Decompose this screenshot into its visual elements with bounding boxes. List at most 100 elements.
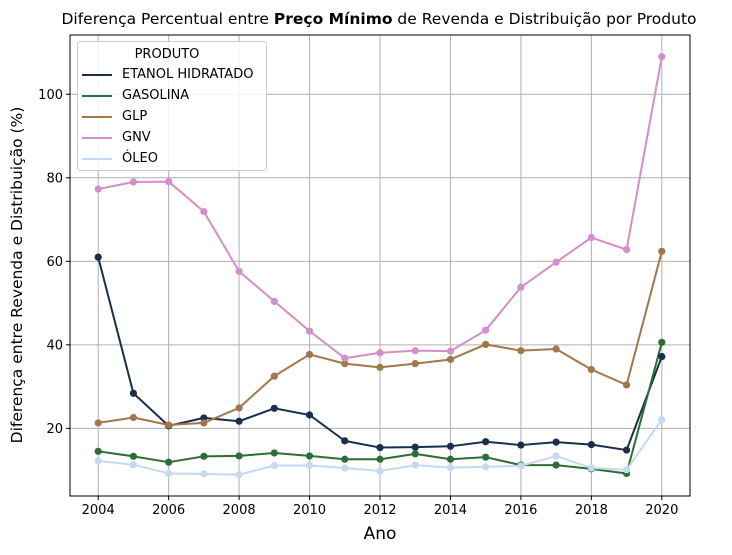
data-point-oleo — [270, 461, 278, 470]
data-point-gasolina — [235, 452, 243, 460]
data-point-oleo — [235, 471, 243, 479]
data-point-gnv — [200, 208, 208, 216]
y-tick-label: 40 — [46, 338, 63, 353]
legend-swatch — [82, 73, 112, 76]
data-point-oleo — [200, 470, 208, 478]
data-point-etanol-hidratado — [305, 411, 314, 419]
data-point-oleo — [622, 466, 631, 474]
y-axis-ticks: 20 40 60 80 100 — [38, 88, 70, 437]
data-point-gasolina — [270, 449, 278, 457]
data-point-gasolina — [376, 455, 384, 463]
data-point-glp — [587, 365, 595, 374]
data-point-etanol-hidratado — [411, 443, 419, 451]
data-point-glp — [129, 413, 138, 422]
legend-swatch — [82, 136, 112, 139]
data-point-oleo — [658, 415, 666, 424]
x-tick-label: 2018 — [575, 503, 608, 518]
legend-items: ETANOL HIDRATADO GASOLINA GLP GNV ÓLEO — [78, 64, 266, 169]
y-tick-label: 80 — [46, 171, 63, 186]
legend-label: ETANOL HIDRATADO — [122, 67, 254, 82]
x-tick-label: 2010 — [293, 503, 326, 518]
data-point-etanol-hidratado — [482, 438, 490, 446]
data-point-glp — [305, 350, 314, 359]
x-tick-label: 2004 — [82, 503, 115, 518]
grid — [70, 35, 690, 496]
data-point-glp — [235, 404, 243, 412]
data-point-glp — [446, 355, 455, 364]
data-point-glp — [94, 419, 102, 427]
legend: PRODUTO ETANOL HIDRATADO GASOLINA GLP GNV ÓL… — [77, 41, 267, 171]
x-tick-label: 2012 — [363, 503, 396, 518]
legend-item-gnv: GNV — [78, 127, 266, 148]
legend-item-oleo: ÓLEO — [78, 148, 266, 169]
data-point-gasolina — [129, 452, 138, 460]
legend-swatch — [82, 157, 112, 160]
data-point-etanol-hidratado — [270, 404, 278, 412]
data-point-glp — [411, 360, 419, 368]
x-tick-label: 2006 — [152, 503, 185, 518]
x-tick-label: 2020 — [645, 503, 678, 518]
data-point-etanol-hidratado — [341, 437, 349, 445]
data-point-gnv — [552, 258, 560, 266]
legend-swatch — [82, 115, 112, 118]
legend-label: GLP — [122, 109, 148, 124]
data-point-gnv — [376, 349, 384, 357]
data-point-glp — [658, 247, 666, 255]
data-point-oleo — [411, 461, 419, 469]
y-axis-label: Diferença entre Revenda e Distribuição (… — [8, 106, 26, 444]
data-point-oleo — [305, 461, 314, 470]
data-point-etanol-hidratado — [446, 442, 455, 450]
data-point-gasolina — [94, 447, 102, 455]
data-point-glp — [200, 419, 208, 427]
legend-item-etanol-hidratado: ETANOL HIDRATADO — [78, 64, 266, 85]
data-point-etanol-hidratado — [587, 441, 595, 449]
y-tick-label: 20 — [46, 422, 63, 437]
legend-label: GASOLINA — [122, 88, 190, 103]
data-point-oleo — [552, 452, 560, 460]
legend-item-gasolina: GASOLINA — [78, 85, 266, 106]
data-point-glp — [517, 347, 525, 355]
legend-swatch — [82, 94, 112, 97]
data-point-gnv — [622, 246, 631, 254]
data-point-etanol-hidratado — [622, 446, 631, 454]
data-point-etanol-hidratado — [235, 417, 243, 425]
data-point-oleo — [446, 464, 455, 472]
data-point-etanol-hidratado — [376, 443, 384, 452]
data-point-gnv — [658, 53, 666, 61]
data-point-glp — [482, 340, 490, 349]
x-axis-ticks: 2004 2006 2008 2010 2012 2014 2016 2018 2020 — [82, 496, 678, 518]
x-tick-label: 2016 — [504, 503, 537, 518]
data-point-gasolina — [658, 338, 666, 346]
data-point-glp — [270, 372, 278, 380]
data-point-gnv — [129, 178, 138, 186]
data-point-gnv — [235, 267, 243, 275]
data-point-gasolina — [482, 453, 490, 461]
data-point-glp — [552, 345, 560, 353]
data-point-oleo — [129, 461, 138, 469]
legend-label: GNV — [122, 130, 151, 145]
data-point-glp — [341, 360, 349, 368]
data-point-etanol-hidratado — [552, 438, 560, 446]
y-tick-label: 100 — [38, 88, 63, 103]
data-point-oleo — [165, 469, 173, 478]
data-point-gasolina — [446, 455, 455, 463]
data-point-gasolina — [411, 450, 419, 458]
data-point-glp — [376, 363, 384, 371]
data-point-gasolina — [165, 458, 173, 466]
x-axis-label: Ano — [363, 524, 397, 544]
y-tick-label: 60 — [46, 255, 63, 270]
chart-title-prefix: Diferença Percentual entre — [61, 10, 274, 28]
data-point-gnv — [94, 185, 102, 193]
data-point-gnv — [411, 347, 419, 355]
data-point-etanol-hidratado — [94, 253, 102, 261]
data-point-gnv — [305, 327, 314, 335]
data-point-glp — [622, 381, 631, 389]
data-point-gasolina — [341, 455, 349, 463]
chart-title-suffix: de Revenda e Distribuição por Produto — [392, 10, 697, 28]
data-point-gnv — [165, 177, 173, 186]
data-point-oleo — [587, 464, 595, 472]
x-tick-label: 2008 — [223, 503, 256, 518]
data-point-gnv — [517, 283, 525, 291]
legend-label: ÓLEO — [122, 151, 158, 166]
